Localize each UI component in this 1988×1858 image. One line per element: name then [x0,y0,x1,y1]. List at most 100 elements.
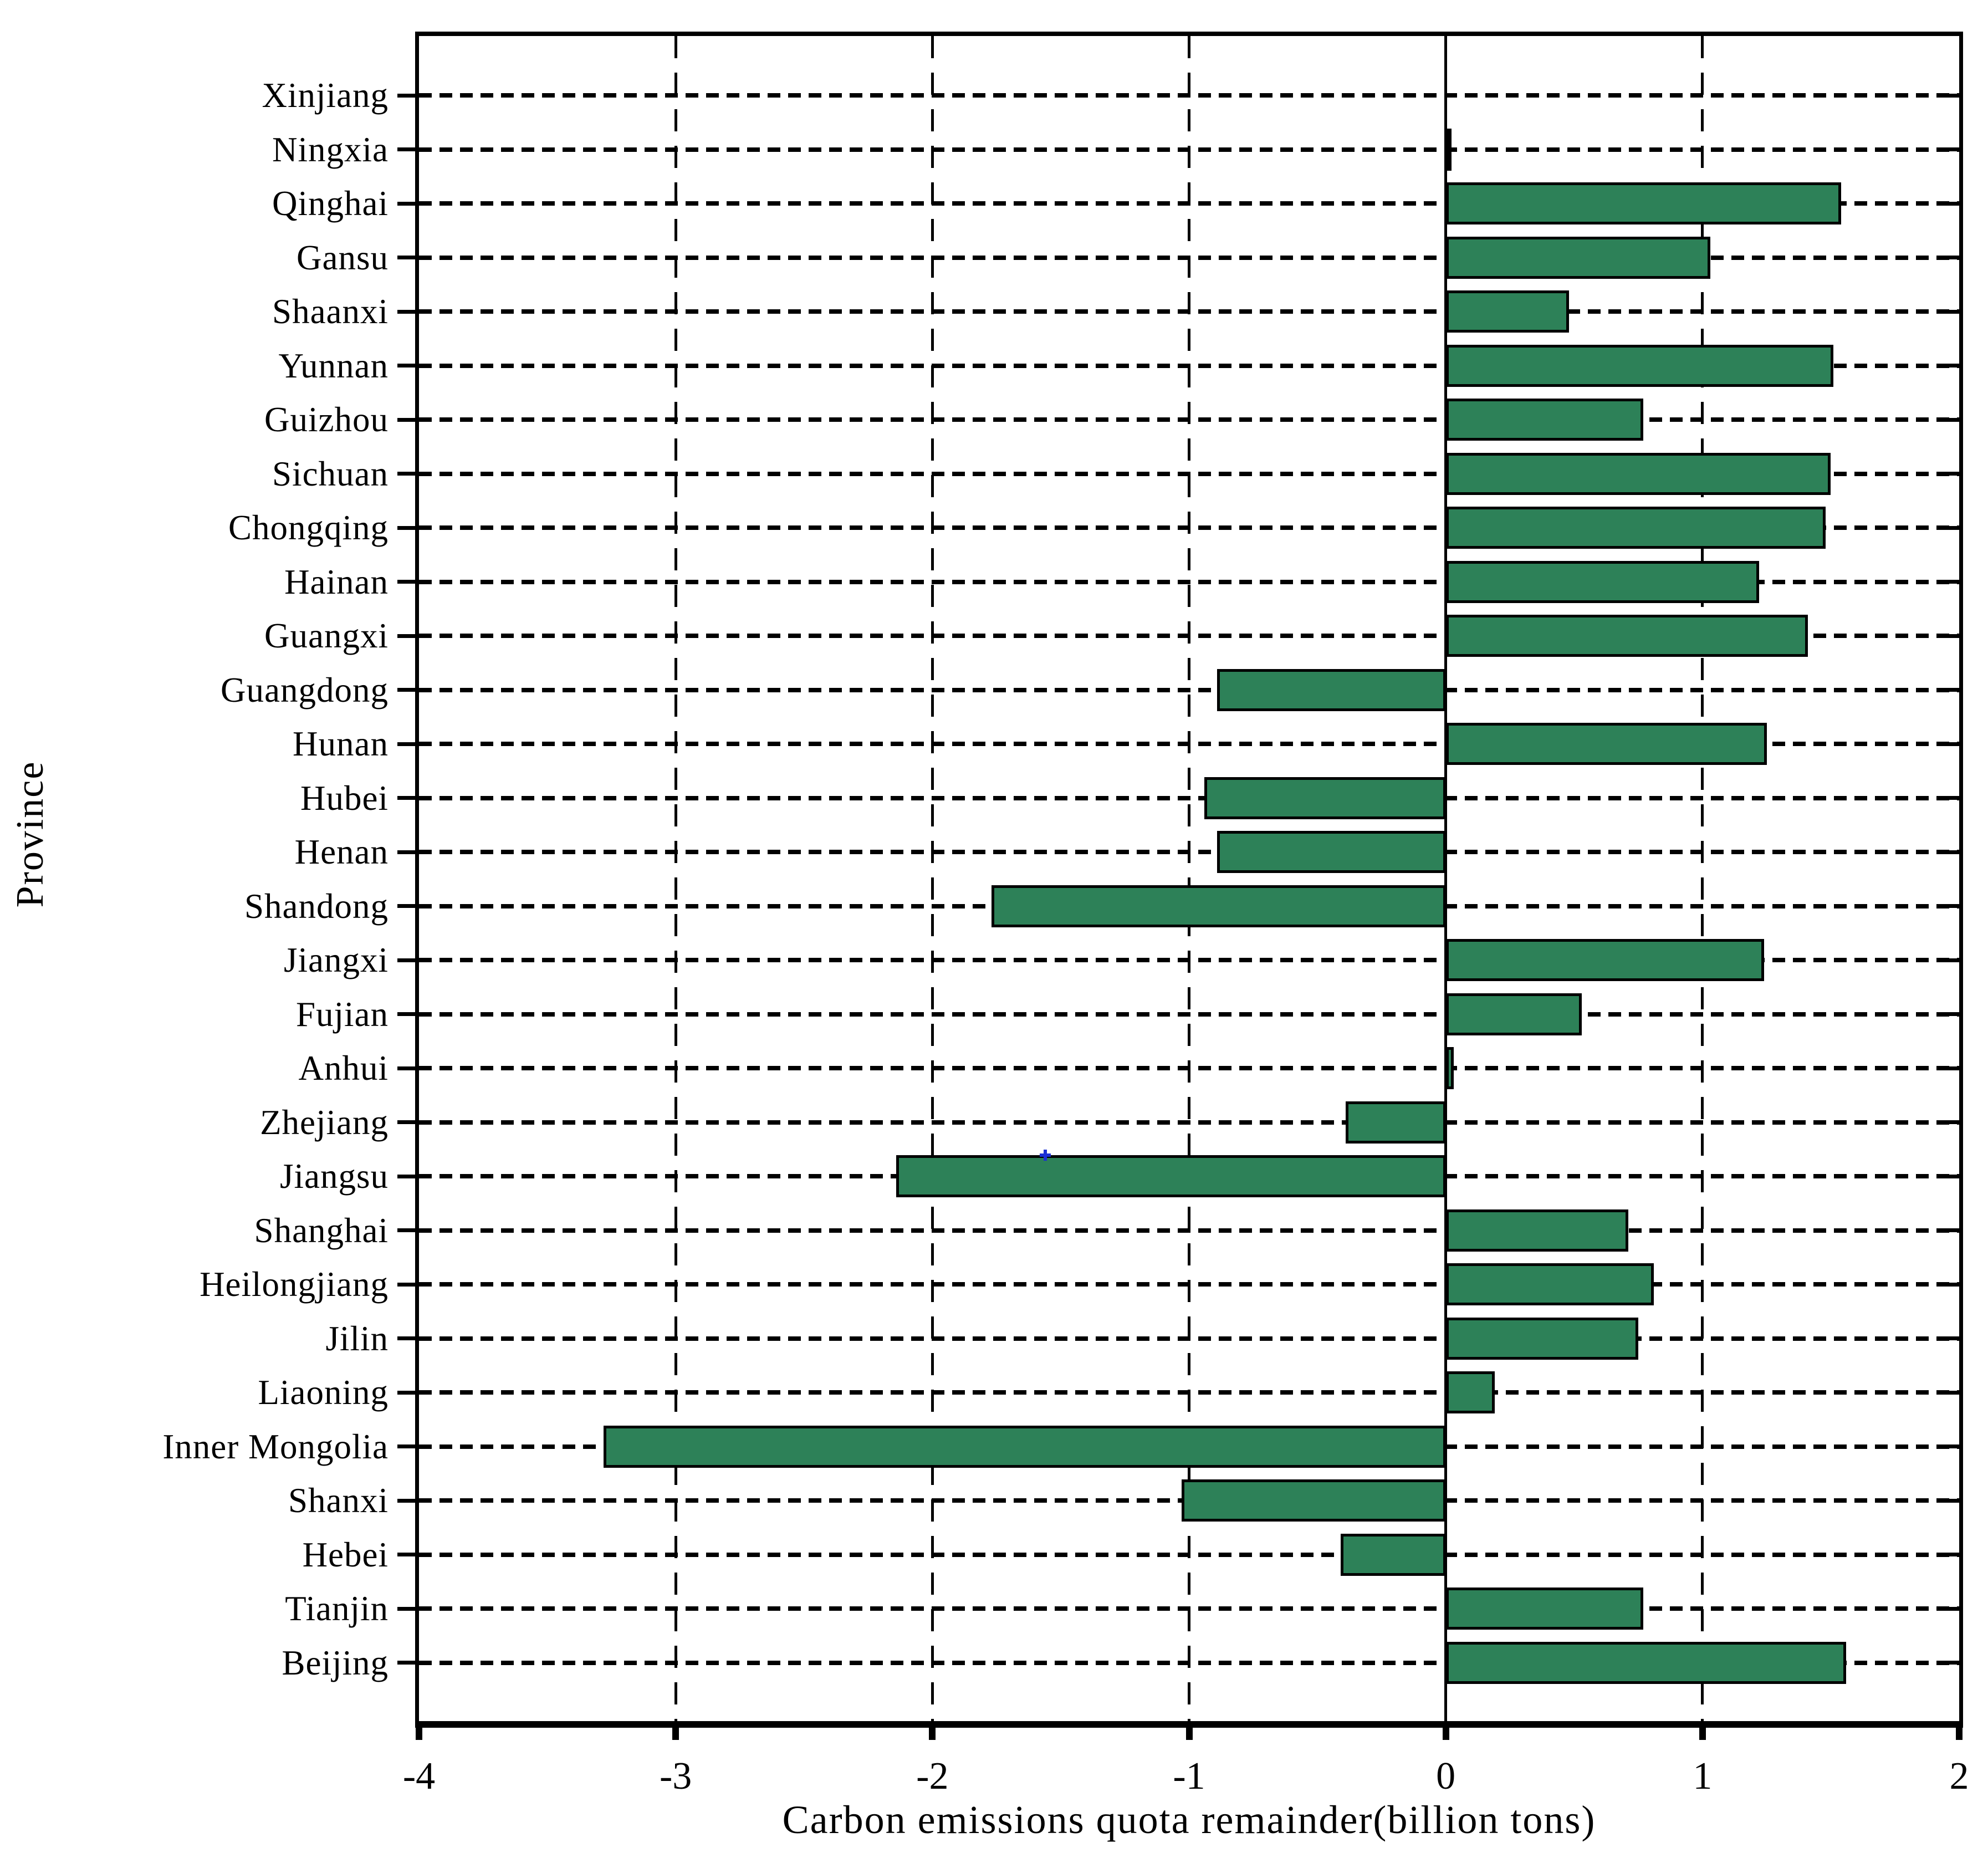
y-tick-label: Qinghai [272,184,389,223]
y-tick-label: Shaanxi [272,292,389,331]
bar-guangdong [1217,668,1446,711]
y-tick-label: Guizhou [264,400,389,439]
y-axis-tick [397,850,415,854]
x-tick-label: -2 [916,1755,949,1798]
y-axis-tick [397,1066,415,1070]
y-tick-label: Jiangsu [280,1157,389,1196]
vertical-gridline [931,36,934,1721]
row-gridline [419,255,1959,260]
row-gridline [419,1660,1959,1665]
y-tick-label: Sichuan [272,454,389,493]
y-tick-label: Liaoning [258,1373,389,1412]
y-tick-label: Shandong [244,886,389,926]
y-axis-tick [397,1120,415,1124]
x-axis-tick [1699,1728,1706,1740]
vertical-gridline [1701,36,1704,1721]
y-axis-tick [397,1336,415,1340]
y-axis-tick-right [1941,472,1959,476]
row-gridline [419,525,1959,530]
y-axis-tick-right [1941,1228,1959,1232]
x-tick-label: 1 [1693,1755,1713,1798]
y-axis-tick-right [1941,147,1959,151]
row-gridline [419,1390,1959,1395]
y-tick-label: Gansu [297,238,389,277]
y-tick-label: Hainan [284,562,389,601]
row-gridline [419,309,1959,314]
x-tick-label: -1 [1173,1755,1205,1798]
row-gridline [419,1282,1959,1287]
zero-gridline [1444,36,1448,1721]
y-axis-tick-right [1941,1120,1959,1124]
y-axis-tick-right [1941,1606,1959,1611]
row-gridline [419,634,1959,638]
y-axis-tick [397,1174,415,1178]
x-axis-tick [1185,1728,1193,1740]
bar-yunnan [1445,344,1834,387]
y-tick-label: Beijing [282,1643,389,1682]
y-axis-tick [397,1444,415,1448]
bar-jiangxi [1445,939,1764,981]
x-tick-label: -3 [660,1755,692,1798]
bar-sichuan [1445,452,1831,495]
y-tick-label: Hebei [302,1535,389,1574]
bar-zhejiang [1346,1101,1446,1144]
row-gridline [419,417,1959,422]
bar-hainan [1445,560,1759,603]
y-axis-tick [397,958,415,962]
x-axis-tick [929,1728,936,1740]
y-axis-tick-right [1941,634,1959,638]
y-axis-tick [397,1228,415,1232]
y-axis-tick [397,742,415,746]
x-tick-label: 0 [1436,1755,1456,1798]
y-axis-tick [397,634,415,638]
y-axis-tick-right [1941,364,1959,367]
y-axis-tick [397,256,415,259]
bar-tianjin [1445,1588,1644,1630]
bar-guizhou [1445,399,1644,441]
row-gridline [419,471,1959,476]
y-axis-tick [397,1553,415,1556]
bar-shaanxi [1445,290,1569,333]
row-gridline [419,1552,1959,1557]
bar-fujian [1445,993,1582,1035]
bar-jiangsu [896,1155,1446,1197]
vertical-gridline [674,36,677,1721]
y-tick-label: Hunan [293,724,389,763]
y-tick-label: Xinjiang [262,76,389,115]
y-tick-label: Henan [294,833,389,871]
y-axis-tick [397,1498,415,1503]
bar-ningxia [1445,128,1452,171]
bar-qinghai [1445,182,1841,224]
y-tick-label: Tianjin [285,1589,389,1628]
plot-area [397,32,1963,1740]
y-tick-label: Ningxia [272,130,389,169]
row-gridline [419,1120,1959,1125]
y-axis-tick [397,309,415,314]
y-axis-tick-right [1941,1174,1959,1178]
row-gridline [419,1606,1959,1611]
y-axis-tick-right [1941,93,1959,98]
y-axis-tick-right [1941,525,1959,530]
x-axis-label: Carbon emissions quota remainder(billion… [782,1798,1596,1842]
bar-chongqing [1445,507,1826,549]
y-tick-label: Anhui [298,1049,389,1088]
y-tick-label: Zhejiang [260,1102,389,1142]
bar-henan [1217,831,1446,873]
row-gridline [419,1012,1959,1017]
y-tick-label: Yunnan [278,346,389,385]
y-axis-tick-right [1941,796,1959,800]
y-axis-tick-right [1941,580,1959,584]
x-axis-tick [416,1728,422,1740]
y-axis-tick-right [1941,850,1959,854]
y-tick-label: Guangxi [264,616,389,655]
row-gridline [419,1228,1959,1233]
y-axis-tick-right [1941,742,1959,746]
y-axis-tick [397,1661,415,1665]
y-axis-tick-right [1941,1336,1959,1340]
y-axis-tick [397,93,415,98]
x-axis-tick [672,1728,679,1740]
y-axis-tick-right [1941,417,1959,422]
x-tick-label: -4 [402,1755,436,1798]
y-axis-tick-right [1941,1498,1959,1503]
y-tick-label: Fujian [295,994,389,1034]
